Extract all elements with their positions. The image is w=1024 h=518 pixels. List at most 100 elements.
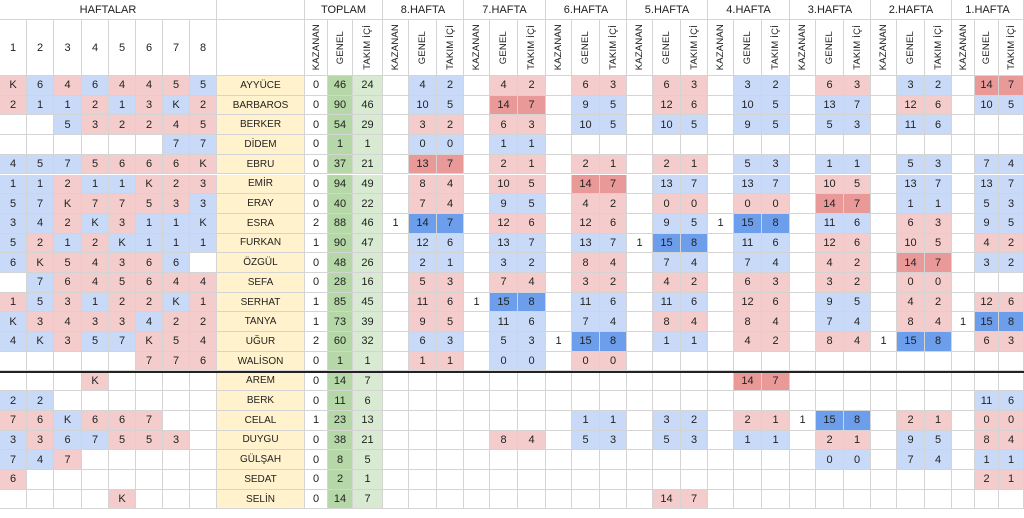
sub-header[interactable]: TAKIM İÇİ	[600, 20, 627, 76]
week-takim[interactable]	[999, 135, 1024, 155]
week-genel[interactable]: 2	[490, 154, 518, 175]
week-kazanan[interactable]	[790, 154, 816, 175]
rank-column-header[interactable]: 5	[109, 20, 136, 76]
week-genel[interactable]: 10	[975, 95, 999, 116]
rank-cell[interactable]: 2	[163, 312, 190, 333]
week-takim[interactable]: 6	[762, 233, 790, 254]
rank-cell[interactable]	[0, 351, 27, 372]
week-kazanan[interactable]	[708, 371, 734, 392]
week-kazanan[interactable]	[952, 194, 975, 214]
rank-cell[interactable]	[190, 253, 217, 273]
rank-cell[interactable]	[109, 371, 136, 392]
player-name[interactable]: ÖZGÜL	[217, 253, 305, 273]
week-takim[interactable]	[844, 351, 871, 372]
week-takim[interactable]: 7	[844, 95, 871, 116]
rank-cell[interactable]: 5	[190, 115, 217, 136]
week-header[interactable]: 1.HAFTA	[952, 0, 1024, 20]
rank-cell[interactable]	[27, 135, 54, 155]
week-takim[interactable]	[518, 391, 546, 411]
week-takim[interactable]: 2	[518, 76, 546, 96]
week-takim[interactable]: 8	[681, 233, 708, 254]
week-genel[interactable]: 3	[653, 410, 681, 431]
week-kazanan[interactable]	[708, 430, 734, 451]
week-genel[interactable]: 6	[975, 332, 999, 352]
week-kazanan[interactable]	[871, 273, 897, 293]
total-genel[interactable]: 40	[328, 194, 353, 214]
week-takim[interactable]: 5	[681, 213, 708, 234]
week-takim[interactable]: 6	[844, 213, 871, 234]
week-kazanan[interactable]	[871, 371, 897, 392]
week-kazanan[interactable]	[952, 430, 975, 451]
week-takim[interactable]	[762, 470, 790, 490]
week-kazanan[interactable]	[627, 273, 653, 293]
week-genel[interactable]: 11	[409, 292, 437, 313]
rank-cell[interactable]: 6	[136, 273, 163, 293]
week-kazanan[interactable]	[790, 233, 816, 254]
week-takim[interactable]	[762, 135, 790, 155]
total-takim[interactable]: 32	[353, 332, 383, 352]
week-genel[interactable]: 2	[975, 470, 999, 490]
week-genel[interactable]: 0	[572, 351, 600, 372]
total-genel[interactable]: 38	[328, 430, 353, 451]
week-genel[interactable]: 13	[816, 95, 844, 116]
week-genel[interactable]	[816, 351, 844, 372]
week-kazanan[interactable]	[546, 371, 572, 392]
week-takim[interactable]: 4	[600, 312, 627, 333]
rank-column-header[interactable]: 8	[190, 20, 217, 76]
week-genel[interactable]: 8	[409, 174, 437, 195]
week-kazanan[interactable]	[708, 135, 734, 155]
week-takim[interactable]: 7	[925, 253, 952, 273]
rank-cell[interactable]: 1	[82, 174, 109, 195]
week-genel[interactable]: 2	[816, 430, 844, 451]
week-genel[interactable]: 8	[897, 312, 925, 333]
rank-cell[interactable]	[54, 391, 82, 411]
rank-cell[interactable]: 2	[163, 174, 190, 195]
week-genel[interactable]: 5	[409, 273, 437, 293]
week-kazanan[interactable]	[464, 430, 490, 451]
week-kazanan[interactable]	[464, 450, 490, 470]
week-takim[interactable]: 7	[518, 95, 546, 116]
sub-header[interactable]: KAZANAN	[383, 20, 409, 76]
week-kazanan[interactable]: 1	[871, 332, 897, 352]
rank-cell[interactable]	[136, 391, 163, 411]
rank-cell[interactable]: K	[163, 95, 190, 116]
rank-cell[interactable]: 1	[190, 233, 217, 254]
rank-column-header[interactable]: 4	[82, 20, 109, 76]
week-kazanan[interactable]	[627, 95, 653, 116]
sub-header[interactable]: GENEL	[653, 20, 681, 76]
week-kazanan[interactable]	[871, 430, 897, 451]
week-takim[interactable]: 1	[999, 470, 1024, 490]
week-genel[interactable]: 4	[490, 76, 518, 96]
week-genel[interactable]	[897, 391, 925, 411]
week-takim[interactable]	[518, 470, 546, 490]
week-genel[interactable]: 6	[816, 76, 844, 96]
week-kazanan[interactable]	[627, 312, 653, 333]
week-kazanan[interactable]	[708, 233, 734, 254]
week-kazanan[interactable]	[627, 489, 653, 510]
total-takim[interactable]: 46	[353, 95, 383, 116]
total-genel[interactable]: 23	[328, 410, 353, 431]
rank-cell[interactable]: 6	[109, 154, 136, 175]
week-takim[interactable]: 2	[437, 115, 464, 136]
rank-cell[interactable]	[82, 391, 109, 411]
week-takim[interactable]	[437, 430, 464, 451]
week-takim[interactable]: 1	[925, 194, 952, 214]
week-genel[interactable]: 8	[572, 253, 600, 273]
player-name[interactable]: AYYÜCE	[217, 76, 305, 96]
week-genel[interactable]	[975, 371, 999, 392]
total-kazanan[interactable]: 1	[305, 312, 328, 333]
week-genel[interactable]	[816, 391, 844, 411]
week-takim[interactable]: 5	[999, 213, 1024, 234]
week-genel[interactable]: 12	[572, 213, 600, 234]
total-genel[interactable]: 1	[328, 135, 353, 155]
week-genel[interactable]	[653, 371, 681, 392]
week-kazanan[interactable]	[952, 450, 975, 470]
rank-cell[interactable]	[54, 135, 82, 155]
week-takim[interactable]: 5	[762, 95, 790, 116]
week-genel[interactable]: 10	[490, 174, 518, 195]
week-genel[interactable]: 2	[653, 154, 681, 175]
total-genel[interactable]: 2	[328, 470, 353, 490]
week-genel[interactable]	[816, 135, 844, 155]
rank-cell[interactable]: 7	[0, 410, 27, 431]
week-takim[interactable]: 3	[600, 76, 627, 96]
